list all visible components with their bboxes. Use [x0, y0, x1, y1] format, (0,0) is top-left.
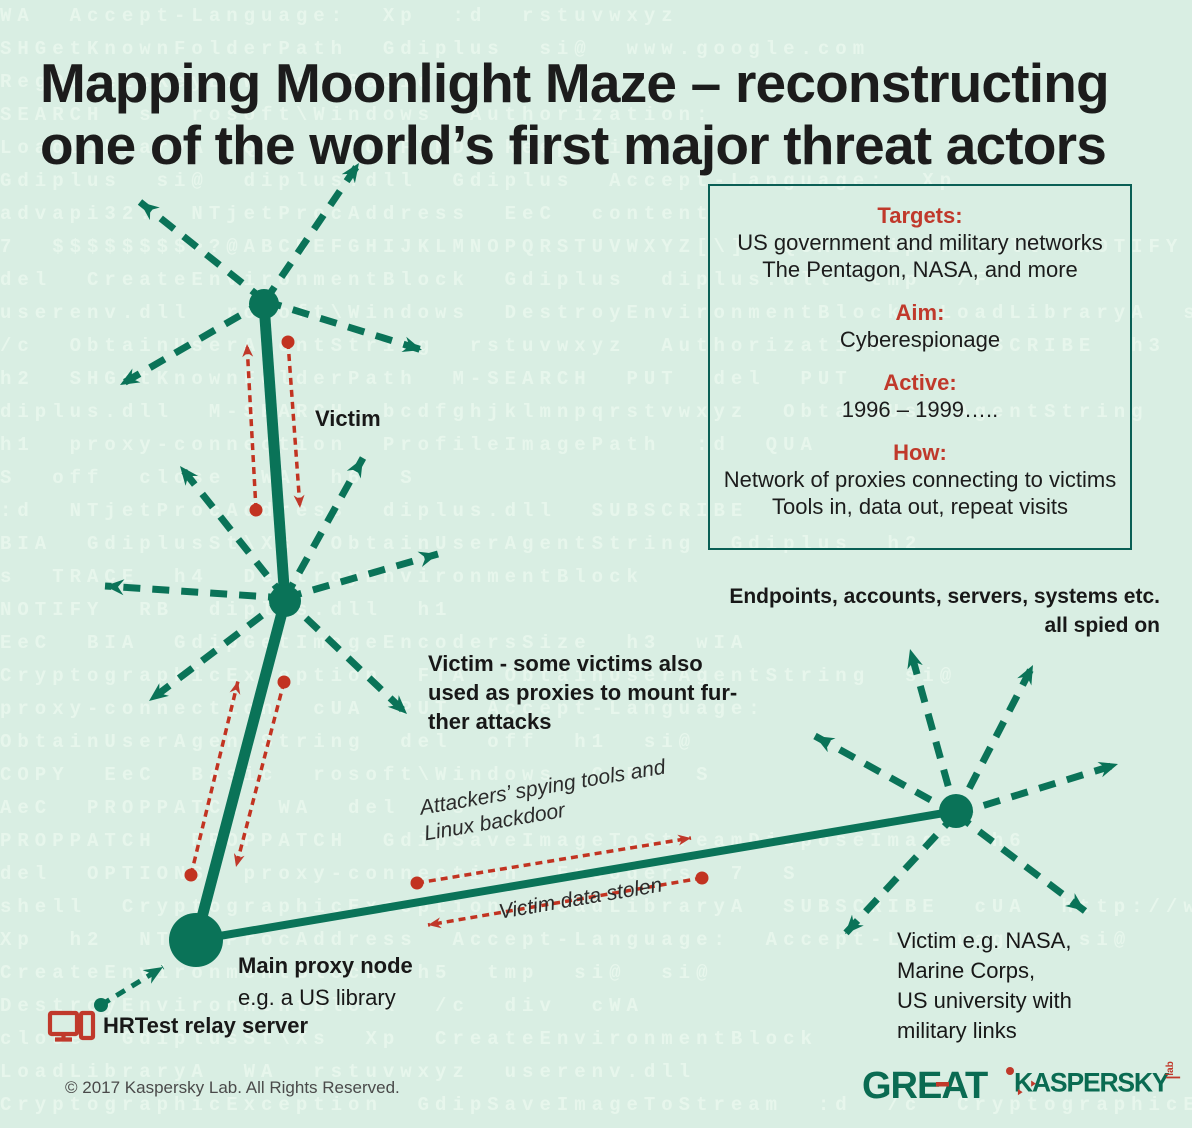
svg-text:KASPERSKY: KASPERSKY [1014, 1067, 1170, 1097]
svg-text:GREAT: GREAT [862, 1065, 988, 1107]
svg-text:lab: lab [1165, 1061, 1176, 1076]
